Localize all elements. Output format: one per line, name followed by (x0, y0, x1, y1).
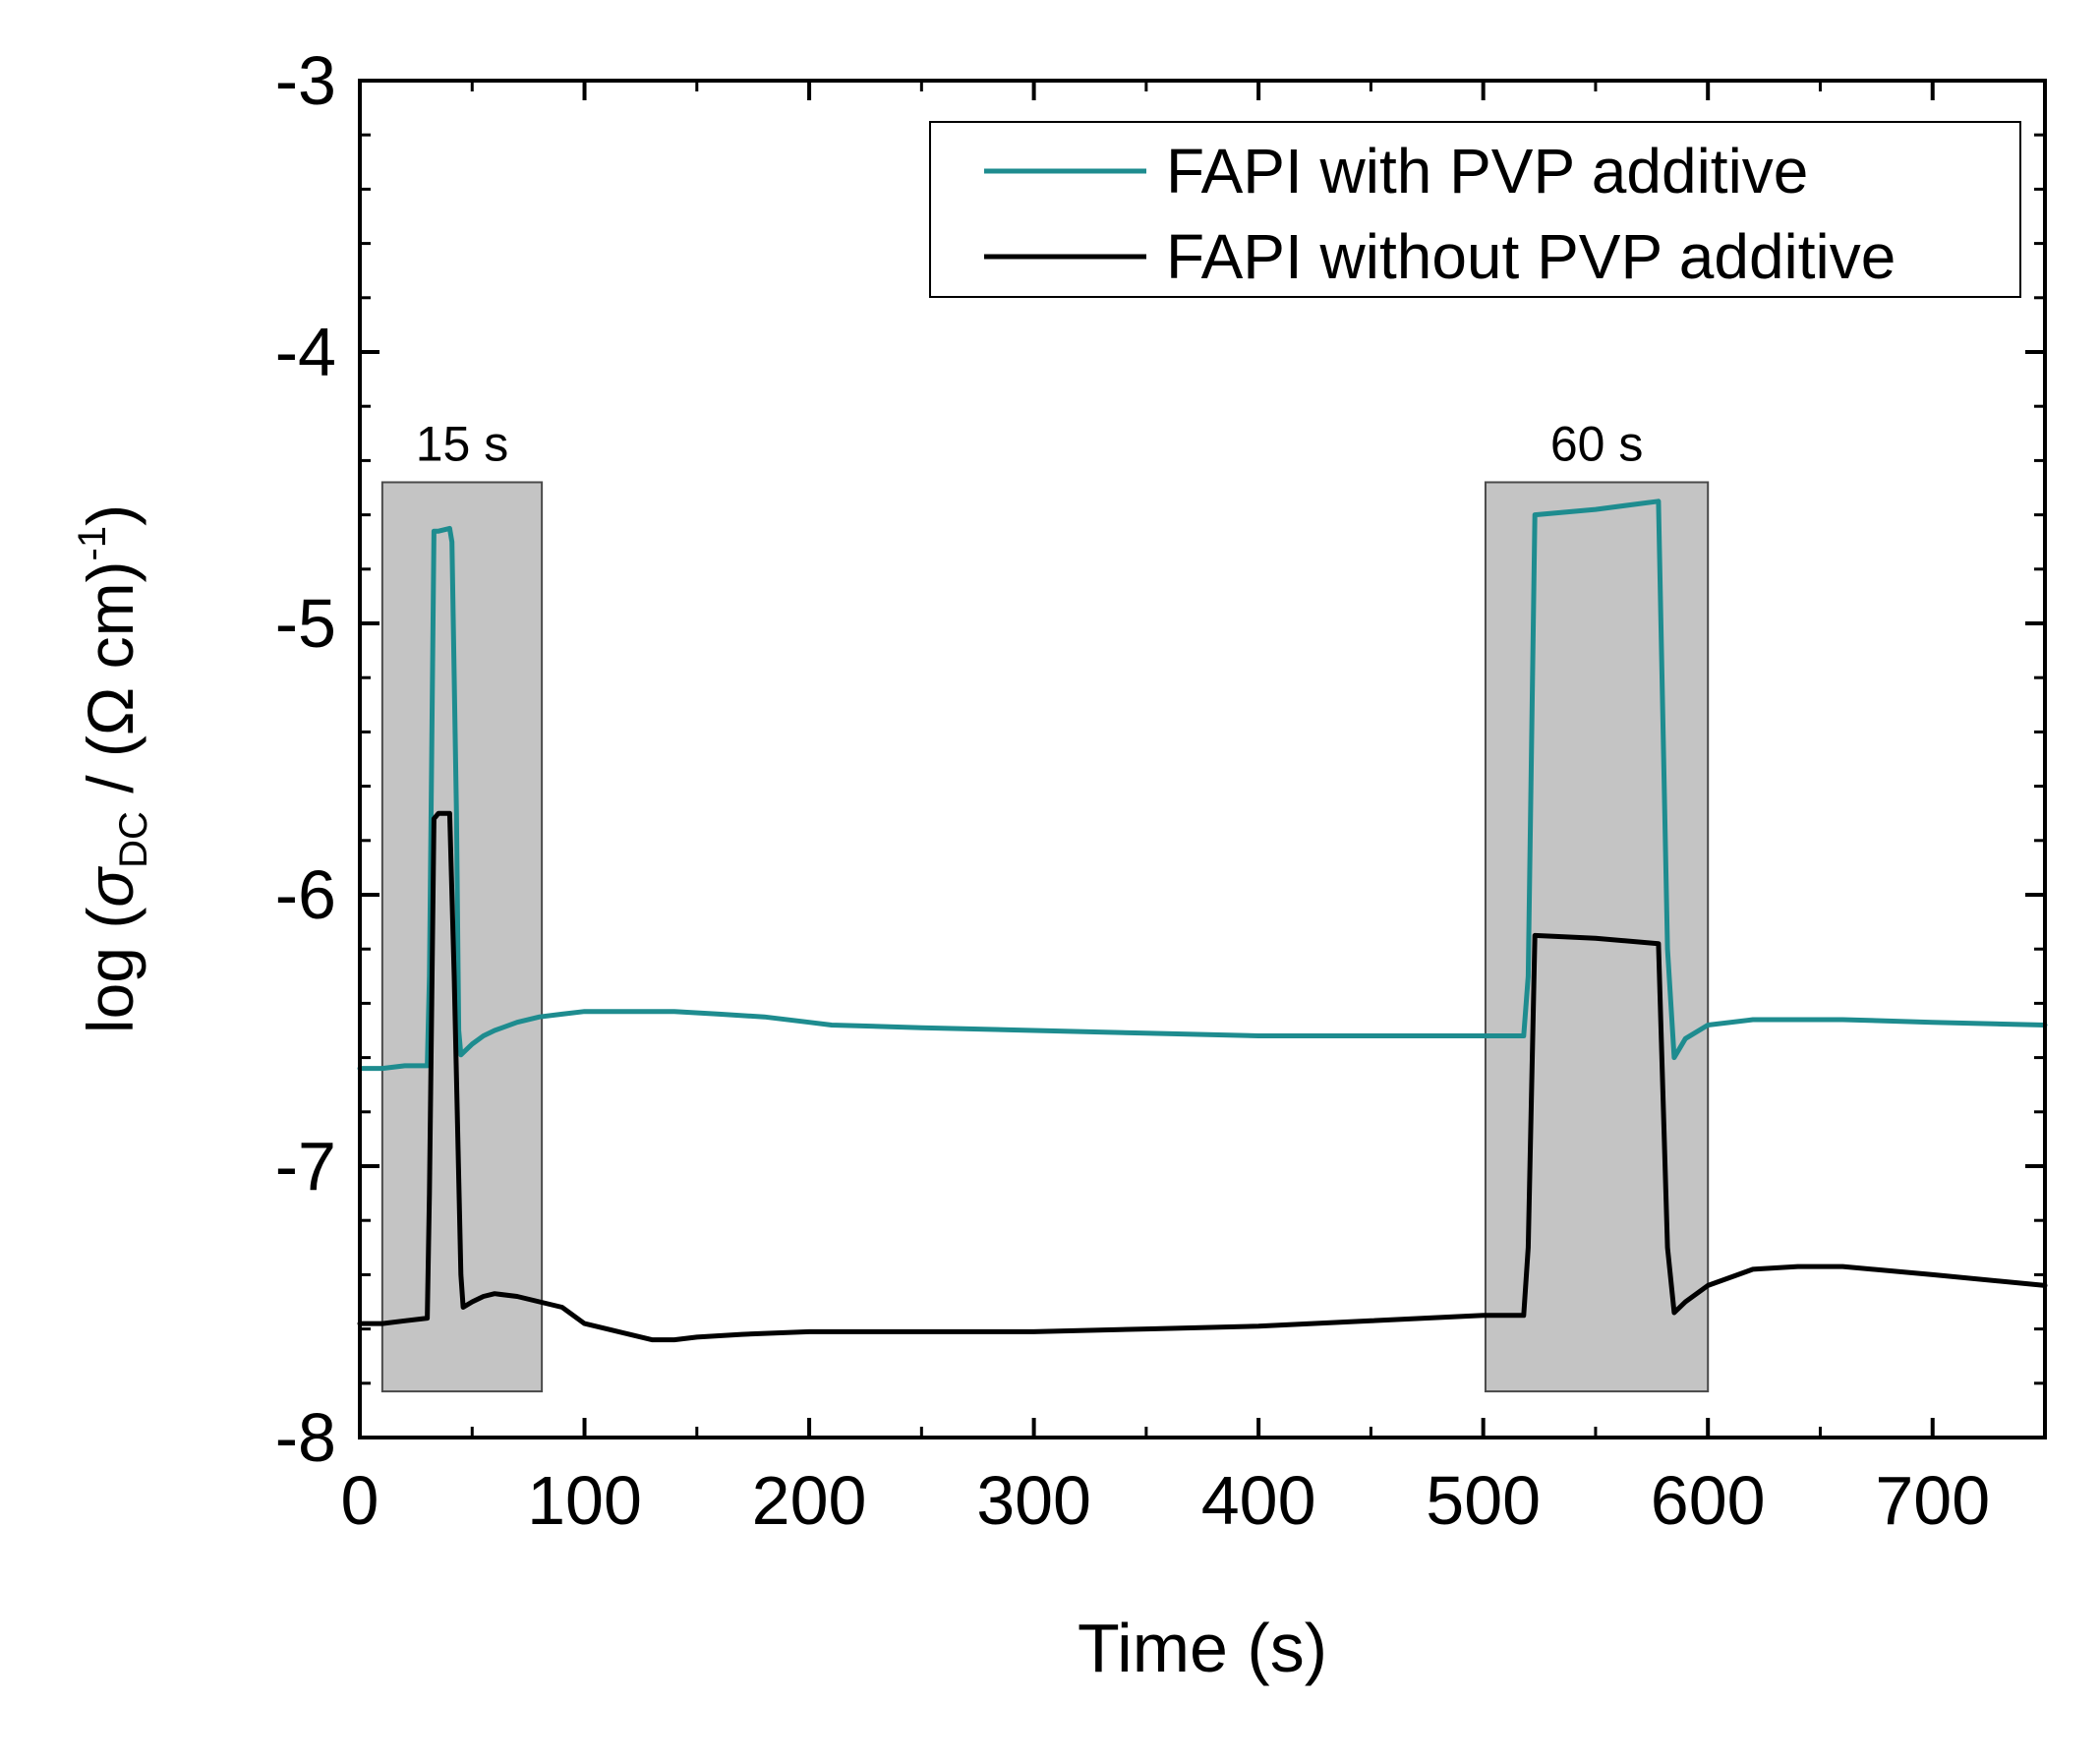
y-tick-label: -3 (275, 42, 336, 119)
y-axis-title-subscript: DC (112, 811, 155, 868)
y-axis-title-superscript: -1 (71, 526, 114, 561)
legend-label-fapi-without-pvp: FAPI without PVP additive (1166, 221, 1896, 292)
x-tick-label: 600 (1651, 1462, 1766, 1539)
x-tick-label: 700 (1875, 1462, 1990, 1539)
x-tick-label: 100 (527, 1462, 642, 1539)
x-tick-label: 200 (752, 1462, 867, 1539)
y-axis-title-prefix: log ( (74, 908, 146, 1033)
legend-label-fapi-with-pvp: FAPI with PVP additive (1166, 136, 1808, 206)
shaded-region-label-0: 15 s (416, 416, 509, 471)
x-tick-label: 300 (976, 1462, 1091, 1539)
y-tick-label: -7 (275, 1128, 336, 1204)
plot-frame (358, 79, 2047, 1439)
y-tick-label: -6 (275, 856, 336, 933)
series-line-1 (357, 810, 2048, 1343)
y-tick-label: -4 (275, 314, 336, 390)
y-axis-title-symbol: σ (74, 866, 146, 908)
x-tick-label: 400 (1201, 1462, 1316, 1539)
x-tick-label: 500 (1426, 1462, 1541, 1539)
y-axis-title: log (σDC / (Ω cm)-1) (71, 504, 155, 1033)
legend: FAPI with PVP additive FAPI without PVP … (929, 121, 2021, 298)
ticks: 0 100 200 300 400 500 600 700 -8 -7 -6 -5 -4 -3 (275, 42, 2045, 1539)
x-tick-label: 0 (341, 1462, 379, 1539)
shaded-region-label-1: 60 s (1550, 416, 1644, 471)
y-tick-label: -5 (275, 585, 336, 662)
y-tick-label: -8 (275, 1399, 336, 1476)
legend-box (929, 121, 2021, 298)
series-line-0 (357, 499, 2048, 1072)
y-axis-title-suffix: ) (74, 504, 146, 526)
series-lines (357, 499, 2048, 1343)
x-axis-title: Time (s) (1078, 1610, 1327, 1686)
axes (358, 79, 2047, 1439)
y-axis-title-middle: / (Ω cm) (74, 560, 146, 811)
